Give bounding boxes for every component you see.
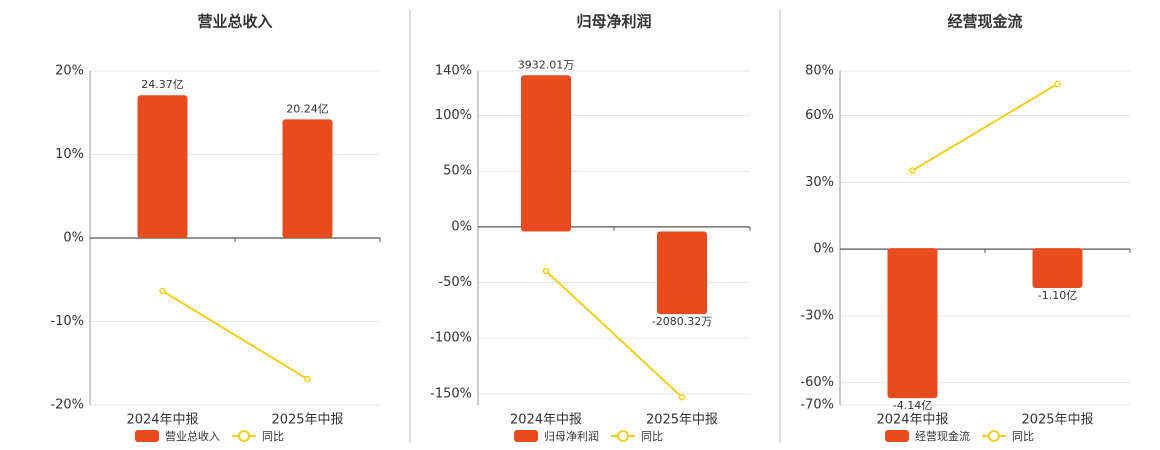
legend-label: 同比 [1012,430,1034,443]
y-tick-label: -100% [430,331,472,346]
bar [657,231,707,315]
y-tick-label: 10% [55,147,84,162]
bar [282,119,333,238]
bar [137,95,188,238]
bar [1032,248,1083,288]
legend-label: 营业总收入 [165,429,220,443]
chart-title: 归母净利润 [576,13,651,31]
point [1054,80,1061,88]
legend-label: 同比 [262,430,284,443]
bar-value-label: 20.24亿 [286,102,329,115]
x-tick-label: 2025年中报 [271,413,343,428]
point [678,393,686,401]
y-tick-label: 140% [435,64,472,79]
point [542,267,550,275]
y-tick-label: 60% [805,108,834,123]
x-tick-label: 2024年中报 [510,413,582,428]
y-tick-label: 30% [805,175,834,190]
point [909,167,916,174]
y-tick-label: 0% [813,242,834,257]
chart-title: 营业总收入 [197,13,272,31]
legend-swatch [988,430,1000,442]
line [911,83,1059,172]
x-tick-label: 2025年中报 [1021,413,1093,428]
y-tick-label: -20% [50,398,84,413]
bar-value-label: -1.10亿 [1038,289,1077,302]
y-tick-label: 20% [55,64,84,79]
y-tick-label: 80% [805,64,834,79]
bar-value-label: 24.37亿 [141,78,184,91]
y-tick-label: 100% [435,108,472,123]
legend-swatch [238,430,250,442]
legend-label: 同比 [641,430,663,443]
bar-value-label: 3932.01万 [518,58,575,71]
y-tick-label: 0% [63,231,84,246]
legend-swatch [514,430,538,442]
point [159,287,166,295]
legend-swatch [617,430,629,442]
legend-swatch [135,430,159,442]
line [161,290,309,380]
bar-value-label: -2080.32万 [652,315,712,328]
bar [521,75,571,232]
y-tick-label: -150% [430,386,472,401]
x-tick-label: 2025年中报 [646,413,718,428]
x-tick-label: 2024年中报 [876,413,948,428]
bar-value-label: -4.14亿 [893,399,932,412]
legend-label: 经营现金流 [915,429,970,443]
bar [887,248,938,399]
y-tick-label: 0% [451,219,472,234]
y-tick-label: -30% [800,308,834,323]
chart-title: 经营现金流 [947,13,1022,31]
legend-swatch [885,430,909,442]
legend-label: 归母净利润 [544,429,599,443]
point [304,375,311,383]
y-tick-label: -50% [438,275,472,290]
y-tick-label: -10% [50,314,84,329]
y-tick-label: -60% [800,375,834,390]
x-tick-label: 2024年中报 [126,413,198,428]
line [545,270,683,398]
y-tick-label: 50% [443,164,472,179]
y-tick-label: -70% [800,398,834,413]
